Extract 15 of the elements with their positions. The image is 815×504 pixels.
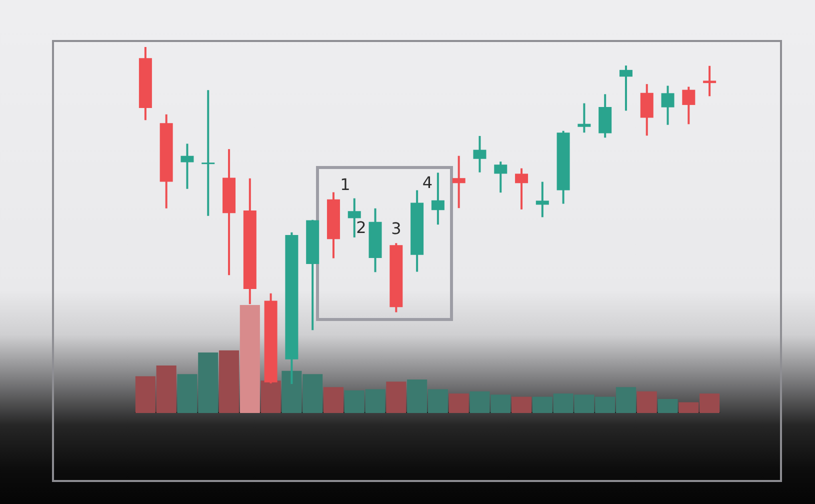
annotation: 3 [391,219,402,238]
candlestick [202,90,215,216]
candlestick [452,156,466,208]
bar [636,391,657,413]
bar [218,350,240,413]
candlestick [703,66,716,96]
annotation: 2 [356,218,366,238]
bar [323,387,344,413]
bar [240,305,260,413]
bar [658,398,678,413]
annotation: 4 [422,173,433,192]
bar [511,396,532,413]
bar [448,394,469,413]
bar [386,382,406,413]
annotation: 1 [340,175,350,194]
